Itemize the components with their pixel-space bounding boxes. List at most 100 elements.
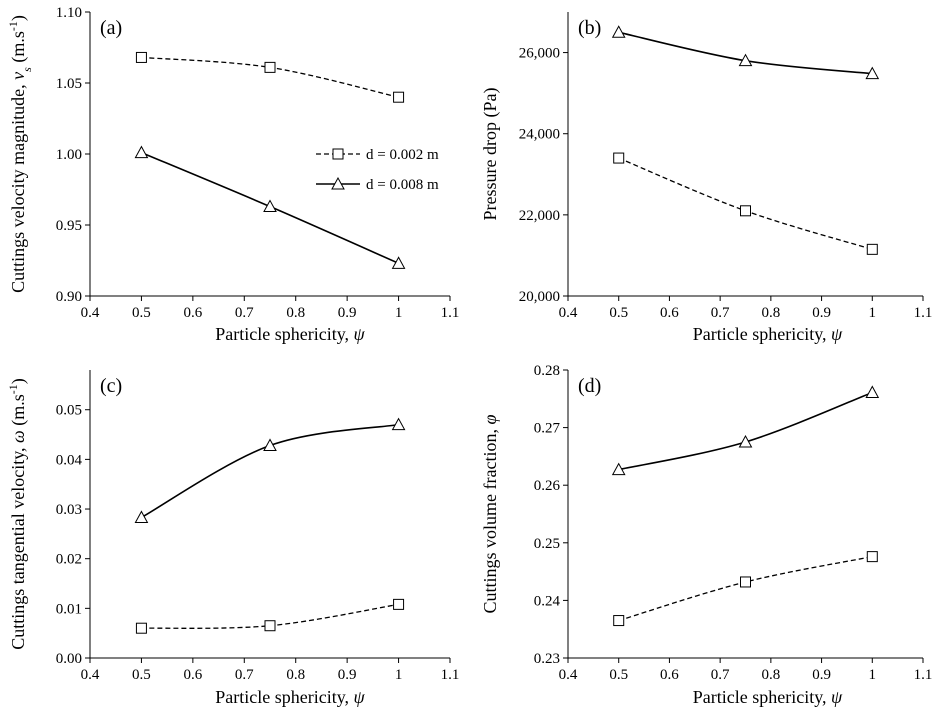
x-tick-label: 0.6 bbox=[183, 667, 202, 683]
square-marker bbox=[393, 598, 405, 610]
legend-label: d = 0.008 m bbox=[366, 177, 439, 193]
series-d-0-002 bbox=[135, 51, 405, 103]
panel-b: 0.4 0.5 0.6 0.7 0.8 0.9 1 1.1 20,000 22,000 24,000… bbox=[480, 12, 932, 344]
y-axis-title: Pressure drop (Pa) bbox=[480, 88, 501, 221]
triangle-marker bbox=[738, 53, 753, 67]
triangle-marker bbox=[391, 256, 406, 269]
triangle-marker bbox=[738, 434, 753, 448]
x-tick-label: 0.6 bbox=[183, 305, 202, 321]
triangle-marker bbox=[391, 417, 406, 431]
y-tick-label: 0.04 bbox=[56, 452, 83, 468]
x-tick-label: 0.4 bbox=[559, 667, 578, 683]
square-marker bbox=[264, 61, 276, 73]
square-marker bbox=[613, 615, 625, 627]
y-tick-label: 0.26 bbox=[534, 478, 561, 494]
y-tick-label: 0.00 bbox=[56, 651, 82, 667]
x-tick-label: 0.5 bbox=[609, 667, 628, 683]
x-tick-label: 1.1 bbox=[441, 305, 460, 321]
x-tick-label: 0.4 bbox=[81, 667, 100, 683]
triangle-marker bbox=[865, 66, 880, 80]
legend: d = 0.002 m d = 0.008 m bbox=[316, 147, 439, 193]
x-axis-title: Particle sphericity, ψ bbox=[215, 687, 365, 707]
square-marker bbox=[740, 576, 751, 588]
x-tick-label: 0.4 bbox=[81, 305, 100, 321]
x-axis-title: Particle sphericity, ψ bbox=[693, 687, 843, 707]
series-d-0-002 bbox=[613, 152, 878, 255]
y-tick-label: 0.05 bbox=[56, 403, 82, 419]
series-line bbox=[618, 555, 873, 622]
x-tick-label: 0.7 bbox=[235, 305, 254, 321]
x-tick-label: 1 bbox=[395, 667, 403, 683]
triangle-marker bbox=[263, 438, 277, 451]
triangle-marker bbox=[134, 510, 149, 523]
triangle-marker bbox=[611, 462, 626, 476]
x-tick-label: 0.9 bbox=[338, 305, 357, 321]
triangle-marker bbox=[865, 385, 880, 398]
x-tick-label: 0.9 bbox=[338, 667, 357, 683]
x-tick-label: 0.8 bbox=[761, 305, 780, 321]
legend-marker bbox=[332, 148, 344, 160]
square-marker bbox=[613, 152, 625, 164]
x-tick-label: 0.8 bbox=[761, 667, 780, 683]
y-tick-label: 1.00 bbox=[56, 147, 82, 163]
x-tick-label: 0.5 bbox=[132, 305, 151, 321]
x-tick-label: 0.7 bbox=[235, 667, 254, 683]
square-marker bbox=[740, 205, 751, 217]
x-tick-label: 0.9 bbox=[812, 667, 831, 683]
series-line bbox=[618, 31, 873, 75]
y-tick-label: 0.95 bbox=[56, 218, 82, 234]
square-marker bbox=[393, 91, 405, 103]
y-axis-title: Cuttings volume fraction, φ bbox=[480, 414, 500, 613]
square-marker bbox=[866, 243, 878, 255]
triangle-marker bbox=[611, 25, 626, 38]
triangle-marker bbox=[134, 145, 149, 159]
x-axis-title: Particle sphericity, ψ bbox=[215, 324, 365, 344]
x-tick-label: 0.8 bbox=[286, 667, 305, 683]
series-line bbox=[618, 157, 873, 250]
y-tick-label: 0.27 bbox=[534, 421, 561, 437]
legend-marker bbox=[331, 176, 345, 190]
y-tick-label: 0.03 bbox=[56, 502, 82, 518]
y-tick-label: 0.90 bbox=[56, 289, 82, 305]
panel-d: 0.4 0.5 0.6 0.7 0.8 0.9 1 1.1 0.23 0.24 0.25 0.26 0.… bbox=[480, 363, 932, 707]
x-tick-label: 1 bbox=[869, 305, 877, 321]
y-tick-label: 24,000 bbox=[519, 127, 560, 143]
y-tick-label: 20,000 bbox=[519, 289, 560, 305]
x-tick-label: 0.8 bbox=[286, 305, 305, 321]
triangle-marker bbox=[263, 199, 277, 213]
y-tick-label: 0.02 bbox=[56, 552, 82, 568]
series-d-0-002 bbox=[135, 598, 405, 634]
legend-label: d = 0.002 m bbox=[366, 147, 439, 163]
y-tick-label: 0.23 bbox=[534, 651, 560, 667]
y-axis-title: Cuttings tangential velocity, ω (m.s-1) bbox=[6, 378, 29, 650]
x-tick-label: 0.6 bbox=[660, 667, 679, 683]
square-marker bbox=[264, 620, 276, 632]
panel-a: 0.4 0.5 0.6 0.7 0.8 0.9 1 1.1 0.90 0.95 1.00 1.05 1.… bbox=[6, 5, 459, 344]
x-tick-label: 0.9 bbox=[812, 305, 831, 321]
panel-label: (b) bbox=[578, 17, 601, 39]
series-d-0-008 bbox=[611, 385, 880, 476]
x-tick-label: 1.1 bbox=[914, 305, 933, 321]
y-tick-label: 1.10 bbox=[56, 5, 82, 21]
square-marker bbox=[135, 51, 147, 63]
square-marker bbox=[866, 551, 878, 563]
x-axis-title: Particle sphericity, ψ bbox=[693, 324, 843, 344]
y-tick-label: 0.01 bbox=[56, 601, 82, 617]
panel-label: (a) bbox=[100, 17, 122, 39]
y-tick-label: 0.28 bbox=[534, 363, 560, 379]
series-d-0-002 bbox=[613, 551, 878, 627]
series-d-0-008 bbox=[134, 145, 406, 269]
panel-label: (c) bbox=[100, 375, 122, 397]
square-marker bbox=[135, 622, 147, 634]
x-tick-label: 0.4 bbox=[559, 305, 578, 321]
x-tick-label: 0.6 bbox=[660, 305, 679, 321]
x-tick-label: 0.7 bbox=[711, 305, 730, 321]
x-tick-label: 0.5 bbox=[132, 667, 151, 683]
x-tick-label: 0.5 bbox=[609, 305, 628, 321]
x-tick-label: 1 bbox=[869, 667, 877, 683]
series-line bbox=[618, 391, 873, 471]
y-tick-label: 26,000 bbox=[519, 46, 560, 62]
series-d-0-008 bbox=[611, 25, 880, 80]
x-tick-label: 1.1 bbox=[441, 667, 460, 683]
